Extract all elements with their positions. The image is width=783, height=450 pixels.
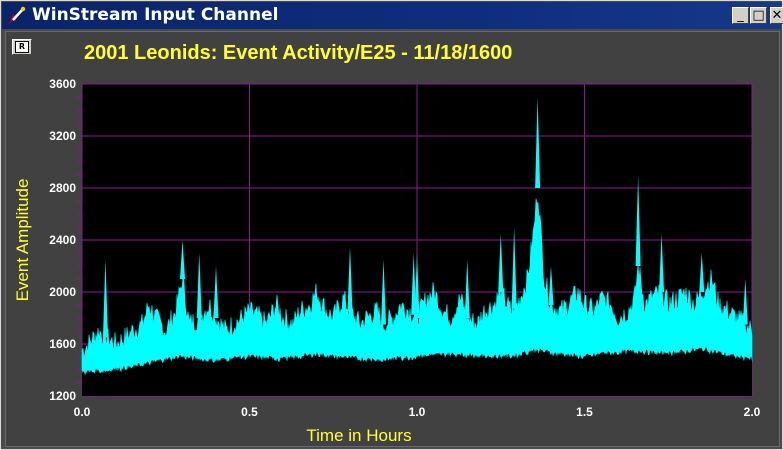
activity-peak-16 [742,279,748,325]
title-bar[interactable]: WinStream Input Channel _ □ ✕ [2,2,783,29]
winstream-app-icon [9,6,26,24]
activity-peak-7 [414,253,420,318]
activity-peak-12 [548,266,554,305]
activity-peak-1 [180,240,185,279]
activity-peak-3 [213,266,219,318]
chart-tool-button[interactable]: R [12,39,32,55]
y-tick-label-6: 3600 [49,77,76,91]
y-tick-label-3: 2400 [49,233,76,247]
activity-peak-0 [102,259,108,338]
activity-peak-5 [381,259,386,325]
x-tick-label-3: 1.5 [576,405,593,419]
activity-peak-8 [464,259,470,318]
minimize-button[interactable]: _ [732,7,749,24]
y-tick-label-1: 1600 [49,337,76,351]
activity-peak-10 [511,227,517,309]
y-tick-label-2: 2000 [49,285,76,299]
x-tick-label-4: 2.0 [744,405,761,419]
chart-panel: R 2001 Leonids: Event Activity/E25 - 11/… [5,31,780,447]
activity-peak-14 [659,233,665,292]
y-tick-label-5: 3200 [49,129,76,143]
activity-peak-15 [699,253,705,292]
y-tick-label-0: 1200 [49,389,76,403]
chart-area: 1200 1600 2000 2400 2800 3200 3600 0.0 0.5 1.0 1.… [13,77,761,445]
activity-peak-9 [498,233,504,292]
x-axis-label: Time in Hours [306,426,411,445]
y-axis-label: Event Amplitude [13,179,32,302]
activity-peak-13 [635,175,641,266]
maximize-button[interactable]: □ [750,7,767,24]
activity-peak-4 [347,246,353,312]
chart-title: 2001 Leonids: Event Activity/E25 - 11/18… [84,42,513,64]
window-title: WinStream Input Channel [32,5,279,25]
y-tick-label-4: 2800 [49,181,76,195]
x-tick-label-1: 0.5 [241,405,258,419]
x-tick-label-0: 0.0 [74,405,91,419]
x-tick-label-2: 1.0 [409,405,426,419]
baseline-fill [82,347,752,396]
series-layer [81,97,753,396]
y-tick-labels: 1200 1600 2000 2400 2800 3200 3600 [49,77,76,403]
x-tick-labels: 0.0 0.5 1.0 1.5 2.0 [74,405,761,419]
chart-tool-icon: R [15,41,29,53]
activity-peak-6 [411,253,417,315]
close-button[interactable]: ✕ [770,7,783,24]
activity-peak-2 [196,253,202,318]
activity-peak-11 [535,97,541,188]
